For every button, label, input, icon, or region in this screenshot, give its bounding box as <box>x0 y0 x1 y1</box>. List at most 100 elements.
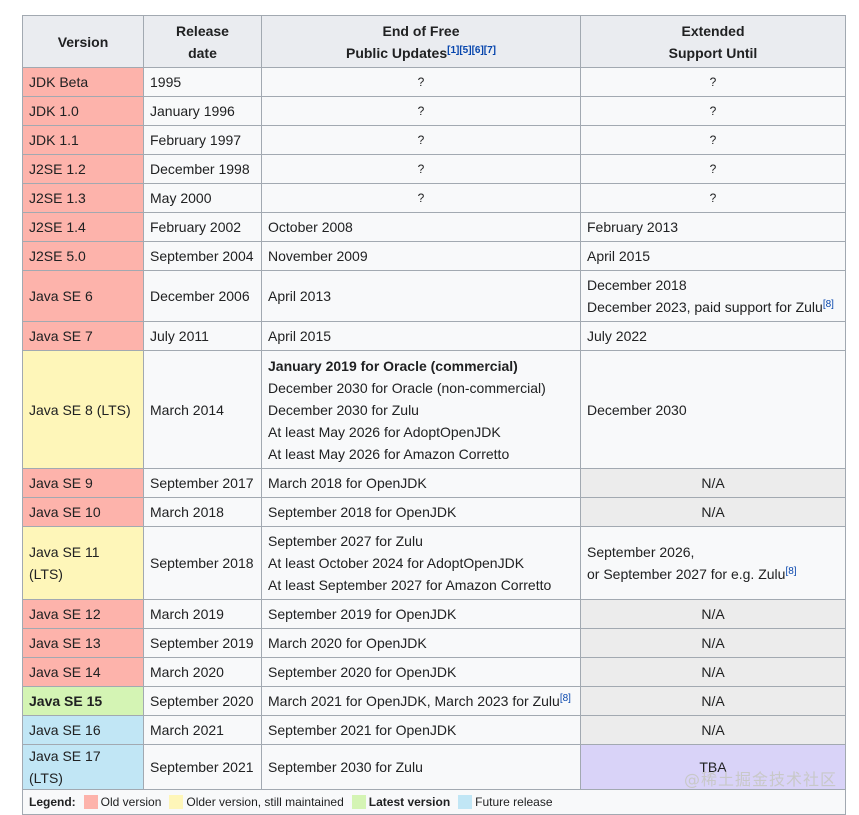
watermark: @稀土掘金技术社区 <box>683 770 837 789</box>
cell-text: ? <box>709 104 717 118</box>
cell-line: N/A <box>587 719 839 741</box>
end-of-free-updates-cell: January 2019 for Oracle (commercial) Dece… <box>261 350 581 469</box>
cell-line: October 2008 <box>268 216 574 238</box>
legend-item: Future release <box>475 795 553 809</box>
legend-row: Legend: Old version Older version, still m… <box>22 789 846 815</box>
cell-line: March 2020 for OpenJDK <box>268 632 574 654</box>
cell-text: At least October 2024 for AdoptOpenJDK <box>268 555 525 571</box>
version-cell: J2SE 1.3 <box>22 183 144 213</box>
cell-text: April 2015 <box>268 328 332 344</box>
cell-text: November 2009 <box>268 248 368 264</box>
release-date-cell: September 2018 <box>143 526 262 600</box>
cell-line: ? <box>587 129 839 151</box>
table-row: Java SE 12 March 2019 September 2019 for O… <box>22 599 846 629</box>
end-of-free-updates-cell: March 2021 for OpenJDK, March 2023 for Z… <box>261 686 581 716</box>
legend-item: Old version <box>100 795 162 809</box>
extended-support-cell: September 2026, or September 2027 for e.g… <box>580 526 846 600</box>
reference-link[interactable]: [1][5][6][7] <box>447 44 497 56</box>
end-of-free-updates-cell: ? <box>261 154 581 184</box>
release-date-cell: March 2020 <box>143 657 262 687</box>
release-date-cell: July 2011 <box>143 321 262 351</box>
header-release-date[interactable]: Release date <box>143 15 262 68</box>
cell-text: September 2020 for OpenJDK <box>268 664 457 680</box>
cell-text: At least May 2026 for Amazon Corretto <box>268 445 510 462</box>
version-cell: Java SE 14 <box>22 657 144 687</box>
table-row: Java SE 15 September 2020 March 2021 for O… <box>22 686 846 716</box>
cell-text: N/A <box>701 664 725 680</box>
cell-text: N/A <box>701 693 725 709</box>
extended-support-cell: ? <box>580 154 846 184</box>
extended-support-cell: N/A <box>580 715 846 745</box>
extended-support-cell: December 2018 December 2023, paid support… <box>580 270 846 322</box>
cell-text: ? <box>709 191 717 205</box>
release-date-cell: September 2021 <box>143 744 262 790</box>
cell-text: N/A <box>701 635 725 651</box>
cell-text: September 2027 for Zulu <box>268 533 423 549</box>
cell-text: At least May 2026 for AdoptOpenJDK <box>268 423 501 440</box>
cell-line: ? <box>268 158 574 180</box>
release-date-cell: May 2000 <box>143 183 262 213</box>
cell-text: December 2018 <box>587 277 687 293</box>
cell-text: March 2018 for OpenJDK <box>268 475 427 491</box>
legend-swatch <box>169 795 184 809</box>
cell-text: April 2013 <box>268 288 332 304</box>
version-cell: JDK Beta <box>22 67 144 97</box>
table-row: Java SE 16 March 2021 September 2021 for O… <box>22 715 846 745</box>
extended-support-cell: April 2015 <box>580 241 846 271</box>
release-date-cell: February 2002 <box>143 212 262 242</box>
extended-support-cell: July 2022 <box>580 321 846 351</box>
cell-text: N/A <box>701 606 725 622</box>
header-version[interactable]: Version <box>22 15 144 68</box>
header-extended-support[interactable]: Extended Support Until <box>580 15 846 68</box>
extended-support-cell: N/A <box>580 599 846 629</box>
cell-line: April 2013 <box>268 285 574 307</box>
table-row: Java SE 13 September 2019 March 2020 for O… <box>22 628 846 658</box>
version-cell: J2SE 1.2 <box>22 154 144 184</box>
end-of-free-updates-cell: September 2020 for OpenJDK <box>261 657 581 687</box>
end-of-free-updates-cell: September 2027 for Zulu At least October … <box>261 526 581 600</box>
version-cell: Java SE 6 <box>22 270 144 322</box>
end-of-free-updates-cell: October 2008 <box>261 212 581 242</box>
cell-line: September 2019 for OpenJDK <box>268 603 574 625</box>
reference-link[interactable]: [8] <box>785 566 797 577</box>
cell-line: ? <box>268 187 574 209</box>
cell-line: April 2015 <box>268 325 574 347</box>
cell-line: N/A <box>587 690 839 712</box>
cell-text: At least September 2027 for Amazon Corre… <box>268 577 552 593</box>
cell-text: ? <box>709 75 717 89</box>
version-cell: Java SE 10 <box>22 497 144 527</box>
cell-text: December 2030 for Zulu <box>268 401 419 418</box>
cell-text: N/A <box>701 504 725 520</box>
release-date-cell: March 2019 <box>143 599 262 629</box>
cell-text: ? <box>417 191 425 205</box>
extended-support-cell: ? <box>580 125 846 155</box>
extended-support-cell: N/A <box>580 497 846 527</box>
cell-text: September 2030 for Zulu <box>268 759 423 775</box>
cell-text: ? <box>417 75 425 89</box>
cell-line: March 2021 for OpenJDK, March 2023 for Z… <box>268 690 574 712</box>
version-cell: J2SE 1.4 <box>22 212 144 242</box>
cell-text: December 2030 <box>587 401 687 418</box>
legend-label: Legend: <box>29 795 76 809</box>
table-row: J2SE 1.2 December 1998?? <box>22 154 846 184</box>
header-end-of-free-updates[interactable]: End of Free Public Updates[1][5][6][7] <box>261 15 581 68</box>
cell-line: February 2013 <box>587 216 839 238</box>
cell-line: ? <box>268 100 574 122</box>
release-date-cell: September 2020 <box>143 686 262 716</box>
extended-support-cell: TBA <box>580 744 846 790</box>
cell-line: April 2015 <box>587 245 839 267</box>
cell-text: April 2015 <box>587 248 651 264</box>
cell-text: March 2021 for OpenJDK, March 2023 for Z… <box>268 693 560 709</box>
end-of-free-updates-cell: ? <box>261 67 581 97</box>
reference-link[interactable]: [8] <box>559 693 571 704</box>
extended-support-cell: ? <box>580 183 846 213</box>
cell-text: February 2013 <box>587 219 679 235</box>
extended-support-cell: ? <box>580 67 846 97</box>
extended-support-cell: N/A <box>580 628 846 658</box>
cell-line: At least May 2026 for AdoptOpenJDK <box>268 421 574 443</box>
cell-line: July 2022 <box>587 325 839 347</box>
cell-line: At least May 2026 for Amazon Corretto <box>268 443 574 465</box>
reference-link[interactable]: [8] <box>822 299 834 310</box>
end-of-free-updates-cell: ? <box>261 125 581 155</box>
cell-line: November 2009 <box>268 245 574 267</box>
